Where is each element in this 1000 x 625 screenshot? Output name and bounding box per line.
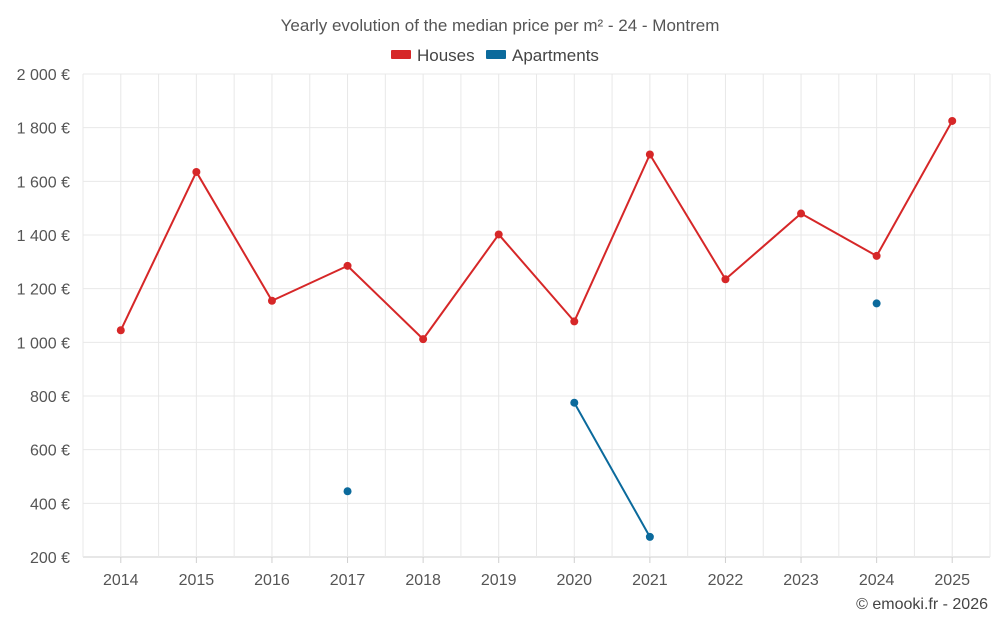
data-point-apartments-2020[interactable]	[570, 398, 579, 407]
data-point-houses-2014[interactable]	[116, 326, 125, 335]
x-tick-label: 2022	[708, 572, 744, 589]
x-tick-label: 2025	[934, 572, 970, 589]
series-line-houses	[119, 170, 198, 332]
series-line-houses	[573, 153, 651, 323]
y-tick-label: 400 €	[30, 496, 70, 513]
y-tick-label: 800 €	[30, 389, 70, 406]
legend-swatch-houses	[391, 50, 411, 59]
credit-text: © emooki.fr - 2026	[856, 596, 988, 613]
y-tick-label: 1 800 €	[17, 121, 70, 138]
series-houses	[116, 116, 957, 344]
series-line-houses	[648, 153, 727, 281]
x-tick-label: 2014	[103, 572, 139, 589]
legend-label-apartments[interactable]: Apartments	[512, 46, 599, 65]
data-point-houses-2015[interactable]	[192, 167, 201, 176]
data-point-houses-2017[interactable]	[343, 261, 352, 270]
y-tick-label: 200 €	[30, 550, 70, 567]
grid	[82, 73, 991, 558]
series	[116, 116, 957, 541]
data-point-houses-2021[interactable]	[645, 150, 654, 159]
series-line-houses	[800, 212, 878, 257]
data-point-apartments-2017[interactable]	[343, 487, 352, 496]
data-point-apartments-2021[interactable]	[645, 532, 654, 541]
x-tick-label: 2023	[783, 572, 819, 589]
series-line-houses	[875, 119, 954, 257]
x-tick-label: 2020	[556, 572, 592, 589]
legend-swatch-apartments	[486, 50, 506, 59]
data-point-houses-2022[interactable]	[721, 275, 730, 284]
series-line-apartments	[573, 401, 651, 538]
x-tick-label: 2016	[254, 572, 290, 589]
y-axis-ticks: 200 € 400 € 600 € 800 € 1 000 € 1 200 € 1 400 …	[17, 67, 70, 567]
series-line-houses	[497, 233, 576, 323]
series-apartments	[343, 299, 881, 541]
series-line-houses	[195, 170, 273, 302]
series-line-houses	[724, 212, 803, 281]
x-tick-label: 2015	[179, 572, 215, 589]
y-tick-label: 600 €	[30, 443, 70, 460]
data-point-houses-2018[interactable]	[419, 335, 428, 344]
x-tick-label: 2024	[859, 572, 895, 589]
y-tick-label: 2 000 €	[17, 67, 70, 84]
x-axis-ticks: 2014 2015 2016 2017 2018 2019 2020 2021 2022 2023…	[103, 557, 970, 589]
chart-title: Yearly evolution of the median price per…	[281, 16, 720, 35]
series-line-houses	[270, 264, 349, 302]
x-tick-label: 2019	[481, 572, 517, 589]
series-line-houses	[346, 264, 425, 341]
y-tick-label: 1 000 €	[17, 335, 70, 352]
data-point-apartments-2024[interactable]	[872, 299, 881, 308]
y-tick-label: 1 600 €	[17, 174, 70, 191]
data-point-houses-2024[interactable]	[872, 251, 881, 260]
data-point-houses-2023[interactable]	[797, 209, 806, 218]
y-tick-label: 1 200 €	[17, 282, 70, 299]
series-line-houses	[422, 233, 500, 341]
y-tick-label: 1 400 €	[17, 228, 70, 245]
data-point-houses-2019[interactable]	[494, 230, 503, 239]
legend: Houses Apartments	[391, 46, 599, 65]
data-point-houses-2016[interactable]	[267, 296, 276, 305]
x-tick-label: 2017	[330, 572, 366, 589]
x-tick-label: 2021	[632, 572, 668, 589]
data-point-houses-2020[interactable]	[570, 317, 579, 326]
data-point-houses-2025[interactable]	[948, 116, 957, 125]
legend-label-houses[interactable]: Houses	[417, 46, 475, 65]
x-tick-label: 2018	[405, 572, 441, 589]
